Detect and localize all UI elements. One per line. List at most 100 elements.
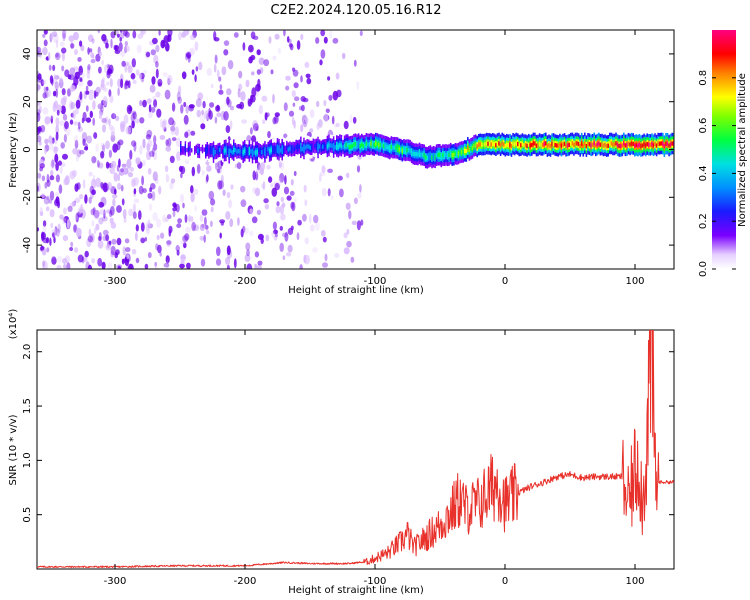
noise-speckle xyxy=(138,210,142,220)
snr-y-axis-label: SNR (10 * v/v) xyxy=(8,414,19,485)
noise-speckle xyxy=(132,79,137,85)
noise-speckle xyxy=(322,236,327,243)
heatmap-x-tick-label: -200 xyxy=(234,276,257,287)
noise-speckle xyxy=(177,85,182,95)
noise-speckle xyxy=(233,258,237,269)
noise-speckle xyxy=(114,188,117,195)
noise-speckle xyxy=(219,232,222,239)
signal-band-cell xyxy=(552,141,555,146)
signal-band-cell xyxy=(197,148,199,153)
noise-speckle xyxy=(343,232,348,239)
noise-speckle xyxy=(226,88,232,96)
signal-band-cell xyxy=(198,148,201,154)
noise-speckle xyxy=(251,216,258,224)
signal-band-cell xyxy=(429,153,432,159)
noise-speckle xyxy=(50,222,54,229)
noise-speckle xyxy=(79,208,83,214)
signal-band-cell xyxy=(487,141,489,146)
noise-speckle xyxy=(210,83,214,89)
signal-band-cell xyxy=(205,149,207,154)
noise-speckle xyxy=(125,247,131,253)
noise-speckle xyxy=(219,219,226,224)
noise-speckle xyxy=(54,198,60,207)
noise-speckle xyxy=(84,194,88,204)
noise-speckle xyxy=(316,122,320,131)
noise-speckle xyxy=(98,51,102,57)
noise-speckle xyxy=(190,192,195,203)
noise-speckle xyxy=(57,160,63,166)
signal-band-cell xyxy=(340,143,343,148)
signal-band-cell xyxy=(181,148,184,153)
noise-speckle xyxy=(183,101,187,108)
signal-band-cell xyxy=(501,141,503,146)
signal-band-cell xyxy=(258,148,260,153)
noise-speckle xyxy=(251,71,255,76)
signal-band-cell xyxy=(570,141,572,146)
noise-speckle xyxy=(291,90,296,98)
signal-band-cell xyxy=(527,142,530,147)
noise-speckle xyxy=(168,225,173,234)
noise-speckle xyxy=(236,104,243,109)
noise-speckle xyxy=(233,32,239,38)
noise-speckle xyxy=(48,52,51,61)
noise-speckle xyxy=(62,30,67,39)
noise-speckle xyxy=(154,178,159,184)
signal-band-cell xyxy=(529,143,531,148)
noise-speckle xyxy=(153,143,158,151)
noise-speckle xyxy=(286,36,290,43)
noise-speckle xyxy=(160,39,166,49)
noise-speckle xyxy=(172,210,176,218)
noise-speckle xyxy=(42,47,48,56)
heatmap-y-tick-label: 20 xyxy=(22,95,33,108)
noise-speckle xyxy=(135,157,141,165)
noise-speckle xyxy=(44,138,49,145)
signal-band-cell xyxy=(473,143,475,148)
noise-speckle xyxy=(305,73,311,79)
noise-speckle xyxy=(50,163,56,168)
noise-speckle xyxy=(223,49,229,56)
noise-speckle xyxy=(37,73,42,81)
noise-speckle xyxy=(66,126,71,137)
noise-speckle xyxy=(105,234,110,242)
noise-speckle xyxy=(70,101,76,110)
signal-band-cell xyxy=(387,145,390,150)
noise-speckle xyxy=(345,202,351,210)
noise-speckle xyxy=(58,184,63,194)
signal-band-cell xyxy=(237,149,240,154)
noise-speckle xyxy=(156,218,162,228)
signal-band-cell xyxy=(605,144,608,149)
noise-speckle xyxy=(327,76,331,81)
noise-speckle xyxy=(62,113,68,121)
signal-band-cell xyxy=(357,141,360,147)
noise-speckle xyxy=(154,266,158,269)
noise-speckle xyxy=(98,66,102,74)
noise-speckle xyxy=(328,94,333,101)
noise-speckle xyxy=(225,125,231,134)
noise-speckle xyxy=(108,89,112,97)
signal-band-cell xyxy=(312,143,315,148)
signal-band-cell xyxy=(609,141,611,146)
signal-band-cell xyxy=(219,147,221,153)
noise-speckle xyxy=(304,237,309,245)
noise-speckle xyxy=(119,32,125,39)
noise-speckle xyxy=(121,60,126,67)
noise-speckle xyxy=(117,182,122,190)
signal-band-cell xyxy=(658,141,661,146)
signal-band-cell xyxy=(361,142,363,147)
noise-speckle xyxy=(284,231,289,242)
signal-band-cell xyxy=(208,149,210,154)
noise-speckle xyxy=(117,87,120,97)
noise-speckle xyxy=(126,61,129,67)
noise-speckle xyxy=(43,39,48,47)
noise-speckle xyxy=(42,107,49,115)
noise-speckle xyxy=(42,33,46,38)
signal-band-cell xyxy=(379,142,382,148)
noise-speckle xyxy=(131,178,136,188)
noise-speckle xyxy=(309,213,312,224)
noise-speckle xyxy=(223,40,230,46)
noise-speckle xyxy=(102,96,108,106)
heatmap-x-ticks: -300 -200 -100 0 100 xyxy=(104,30,645,287)
noise-speckle xyxy=(146,150,152,161)
noise-speckle xyxy=(205,176,208,184)
noise-speckle xyxy=(142,69,148,75)
